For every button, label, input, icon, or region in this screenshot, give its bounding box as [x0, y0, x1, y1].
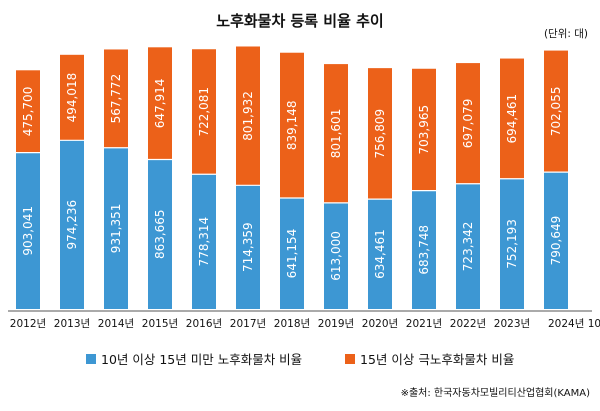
source-note: ※출처: 한국자동차모빌리티산업협회(KAMA): [401, 386, 591, 399]
x-tick-label-8: 2020년: [362, 318, 398, 330]
value-label-10to15yr-0: 903,041: [21, 206, 35, 256]
value-label-over15yr-6: 839,148: [285, 101, 299, 151]
x-tick-label-0: 2012년: [10, 318, 46, 330]
bar-over15yr-9: [412, 68, 436, 191]
value-label-10to15yr-7: 613,000: [329, 231, 343, 281]
bar-over15yr-2: [104, 49, 128, 148]
bar-over15yr-11: [500, 58, 524, 179]
value-label-10to15yr-11: 752,193: [505, 219, 519, 269]
value-label-10to15yr-10: 723,342: [461, 222, 475, 272]
value-label-over15yr-9: 703,965: [417, 105, 431, 155]
value-label-over15yr-7: 801,601: [329, 109, 343, 159]
x-tick-label-7: 2019년: [318, 318, 354, 330]
x-tick-label-4: 2016년: [186, 318, 222, 330]
value-label-10to15yr-12: 790,649: [549, 216, 563, 266]
bar-over15yr-7: [324, 64, 348, 203]
value-label-over15yr-3: 647,914: [153, 79, 167, 129]
value-label-over15yr-2: 567,772: [109, 74, 123, 124]
bar-10to15yr-2: [104, 147, 128, 309]
value-label-10to15yr-6: 641,154: [285, 229, 299, 279]
bars-group: 903,041 475,700 974,236 494,018 931,351 567,7…: [16, 46, 568, 309]
bar-10to15yr-6: [280, 198, 304, 309]
x-tick-label-12: 2024년 10월: [548, 318, 600, 330]
value-label-10to15yr-3: 863,665: [153, 209, 167, 259]
value-label-over15yr-10: 697,079: [461, 99, 475, 149]
unit-note: (단위: 대): [544, 27, 588, 40]
x-tick-label-11: 2023년: [494, 318, 530, 330]
bar-over15yr-6: [280, 52, 304, 199]
bar-over15yr-4: [192, 49, 216, 175]
bar-10to15yr-3: [148, 159, 172, 309]
value-label-over15yr-12: 702,055: [549, 87, 563, 137]
bar-10to15yr-11: [500, 178, 524, 309]
bar-10to15yr-7: [324, 202, 348, 309]
bar-over15yr-1: [60, 54, 84, 141]
legend-swatch-series-1: [86, 354, 96, 364]
bar-over15yr-3: [148, 47, 172, 160]
bar-10to15yr-1: [60, 140, 84, 309]
x-tick-label-10: 2022년: [450, 318, 486, 330]
bar-10to15yr-9: [412, 190, 436, 309]
x-tick-label-2: 2014년: [98, 318, 134, 330]
legend-label-series-1: 10년 이상 15년 미만 노후화물차 비율: [101, 352, 302, 367]
bar-10to15yr-8: [368, 199, 392, 309]
legend-swatch-series-2: [345, 354, 355, 364]
value-label-over15yr-8: 756,809: [373, 109, 387, 159]
bar-over15yr-8: [368, 68, 392, 200]
value-label-10to15yr-4: 778,314: [197, 217, 211, 267]
x-tick-label-3: 2015년: [142, 318, 178, 330]
value-label-10to15yr-5: 714,359: [241, 222, 255, 272]
x-tick-label-5: 2017년: [230, 318, 266, 330]
bar-over15yr-12: [544, 50, 568, 173]
bar-10to15yr-5: [236, 185, 260, 309]
value-label-10to15yr-1: 974,236: [65, 200, 79, 250]
bar-over15yr-10: [456, 63, 480, 184]
value-label-10to15yr-2: 931,351: [109, 204, 123, 254]
bar-10to15yr-4: [192, 174, 216, 309]
legend-label-series-2: 15년 이상 극노후화물차 비율: [360, 352, 514, 367]
value-label-over15yr-1: 494,018: [65, 73, 79, 123]
x-tick-label-9: 2021년: [406, 318, 442, 330]
x-tick-label-1: 2013년: [54, 318, 90, 330]
x-tick-labels: 2012년 2013년 2014년 2015년 2016년 2017년 2018년 2019년…: [10, 318, 600, 330]
bar-10to15yr-12: [544, 172, 568, 309]
bar-over15yr-5: [236, 46, 260, 186]
value-label-10to15yr-9: 683,748: [417, 225, 431, 275]
value-label-over15yr-0: 475,700: [21, 87, 35, 137]
bar-over15yr-0: [16, 70, 40, 153]
value-label-over15yr-5: 801,932: [241, 91, 255, 141]
value-label-over15yr-11: 694,461: [505, 94, 519, 144]
value-label-10to15yr-8: 634,461: [373, 229, 387, 279]
bar-10to15yr-0: [16, 152, 40, 309]
bar-10to15yr-10: [456, 183, 480, 309]
value-label-over15yr-4: 722,081: [197, 87, 211, 137]
x-tick-label-6: 2018년: [274, 318, 310, 330]
chart-title: 노후화물차 등록 비율 추이: [216, 12, 383, 30]
